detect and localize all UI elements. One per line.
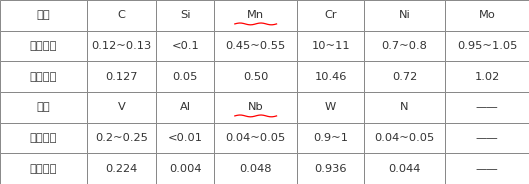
Bar <box>445 0 529 31</box>
Bar <box>297 92 364 123</box>
Text: N: N <box>400 102 408 112</box>
Bar <box>214 92 297 123</box>
Bar <box>87 31 157 61</box>
Text: 10~11: 10~11 <box>311 41 350 51</box>
Text: W: W <box>325 102 336 112</box>
Bar <box>0 61 87 92</box>
Text: Al: Al <box>180 102 190 112</box>
Text: 0.72: 0.72 <box>392 72 417 82</box>
Text: Si: Si <box>180 10 190 20</box>
Text: 0.05: 0.05 <box>172 72 198 82</box>
Text: 0.04~0.05: 0.04~0.05 <box>225 133 286 143</box>
Bar <box>364 31 445 61</box>
Text: <0.01: <0.01 <box>168 133 203 143</box>
Text: 0.936: 0.936 <box>314 164 347 174</box>
Text: 成品成分: 成品成分 <box>30 164 57 174</box>
Bar <box>157 92 214 123</box>
Bar <box>364 123 445 153</box>
Text: V: V <box>118 102 125 112</box>
Bar <box>87 153 157 184</box>
Bar <box>445 153 529 184</box>
Text: 0.45~0.55: 0.45~0.55 <box>225 41 286 51</box>
Text: 0.048: 0.048 <box>240 164 272 174</box>
Bar <box>297 31 364 61</box>
Text: ——: —— <box>476 102 498 112</box>
Bar <box>87 0 157 31</box>
Text: Mo: Mo <box>479 10 496 20</box>
Bar <box>297 153 364 184</box>
Bar <box>214 61 297 92</box>
Text: 0.9~1: 0.9~1 <box>313 133 348 143</box>
Text: 成分: 成分 <box>37 10 50 20</box>
Text: 0.7~0.8: 0.7~0.8 <box>381 41 427 51</box>
Text: Cr: Cr <box>324 10 337 20</box>
Bar <box>445 31 529 61</box>
Bar <box>0 92 87 123</box>
Bar <box>364 92 445 123</box>
Bar <box>297 0 364 31</box>
Bar <box>214 123 297 153</box>
Bar <box>157 61 214 92</box>
Bar <box>297 61 364 92</box>
Text: 0.50: 0.50 <box>243 72 268 82</box>
Bar <box>87 61 157 92</box>
Bar <box>445 123 529 153</box>
Bar <box>87 123 157 153</box>
Text: Ni: Ni <box>398 10 411 20</box>
Text: 0.2~0.25: 0.2~0.25 <box>95 133 148 143</box>
Bar <box>364 153 445 184</box>
Text: 1.02: 1.02 <box>475 72 499 82</box>
Text: 成分范围: 成分范围 <box>30 41 57 51</box>
Text: 0.224: 0.224 <box>106 164 138 174</box>
Text: 0.004: 0.004 <box>169 164 202 174</box>
Text: C: C <box>118 10 125 20</box>
Bar <box>157 153 214 184</box>
Bar <box>0 31 87 61</box>
Bar <box>214 0 297 31</box>
Text: 0.04~0.05: 0.04~0.05 <box>374 133 434 143</box>
Text: 成分范围: 成分范围 <box>30 133 57 143</box>
Bar <box>214 153 297 184</box>
Text: 成分: 成分 <box>37 102 50 112</box>
Bar <box>214 31 297 61</box>
Bar <box>157 0 214 31</box>
Bar <box>0 153 87 184</box>
Text: ——: —— <box>476 133 498 143</box>
Text: 0.12~0.13: 0.12~0.13 <box>92 41 152 51</box>
Bar <box>364 61 445 92</box>
Bar <box>0 0 87 31</box>
Bar <box>157 31 214 61</box>
Bar <box>445 61 529 92</box>
Bar <box>297 123 364 153</box>
Text: 成品成分: 成品成分 <box>30 72 57 82</box>
Bar <box>0 123 87 153</box>
Text: 10.46: 10.46 <box>314 72 347 82</box>
Text: Nb: Nb <box>248 102 263 112</box>
Text: 0.95~1.05: 0.95~1.05 <box>457 41 517 51</box>
Bar <box>87 92 157 123</box>
Text: Mn: Mn <box>247 10 264 20</box>
Text: <0.1: <0.1 <box>171 41 199 51</box>
Bar <box>445 92 529 123</box>
Text: ——: —— <box>476 164 498 174</box>
Bar <box>364 0 445 31</box>
Text: 0.127: 0.127 <box>105 72 138 82</box>
Text: 0.044: 0.044 <box>388 164 421 174</box>
Bar <box>157 123 214 153</box>
